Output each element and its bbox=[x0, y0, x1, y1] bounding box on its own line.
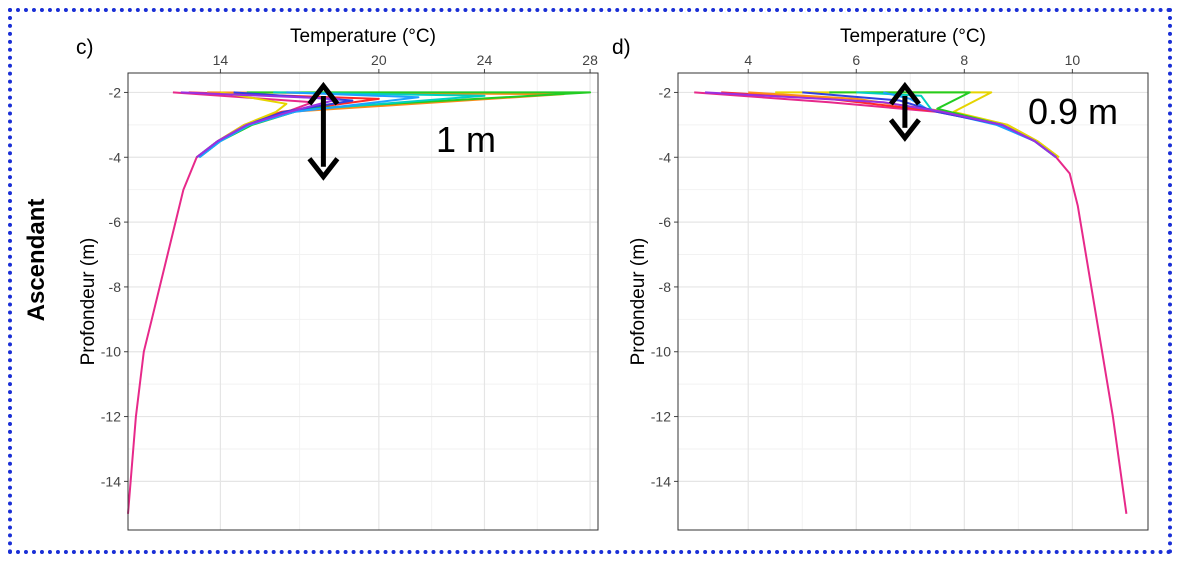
plot-background bbox=[128, 73, 598, 530]
annotation-arrow-head-bottom bbox=[888, 118, 921, 142]
chart-panel-d: 4 6 8 10 -2 -4 -6 -8 -10 -12 -14 Temperature (°C) Pr… bbox=[612, 26, 1149, 531]
plot-background bbox=[678, 73, 1148, 530]
y-tick-label: -4 bbox=[109, 149, 122, 165]
x-tick-label: 20 bbox=[371, 52, 387, 68]
y-tick-label: -8 bbox=[659, 279, 672, 295]
y-tick-label: -14 bbox=[101, 473, 121, 489]
annotation-label: 1 m bbox=[436, 119, 496, 160]
figure-frame bbox=[8, 8, 1172, 554]
y-axis-title: Profondeur (m) bbox=[78, 238, 99, 366]
y-tick-label: -10 bbox=[651, 344, 671, 360]
row-label-text: Ascendant bbox=[23, 199, 50, 322]
y-axis-title: Profondeur (m) bbox=[628, 238, 649, 366]
x-tick-label: 28 bbox=[582, 52, 598, 68]
y-tick-label: -2 bbox=[109, 84, 122, 100]
series-line-9 bbox=[704, 91, 1057, 159]
x-tick-label: 8 bbox=[960, 52, 968, 68]
y-tick-label: -10 bbox=[101, 344, 121, 360]
y-tick-label: -12 bbox=[101, 409, 121, 425]
y-tick-label: -6 bbox=[109, 214, 122, 230]
x-tick-label: 14 bbox=[213, 52, 229, 68]
annotation-label: 0.9 m bbox=[1028, 91, 1118, 132]
y-tick-label: -6 bbox=[659, 214, 672, 230]
row-label: Ascendant bbox=[23, 199, 50, 322]
x-tick-label: 4 bbox=[744, 52, 752, 68]
x-tick-label: 6 bbox=[852, 52, 860, 68]
annotation-arrow-head-top bbox=[888, 81, 921, 106]
plot-border bbox=[677, 72, 1149, 531]
chart-panel-c: 14 20 24 28 -2 -4 -6 -8 -10 -12 -14 Temperature (°C… bbox=[76, 26, 599, 531]
y-tick-label: -8 bbox=[109, 279, 122, 295]
x-axis-title: Temperature (°C) bbox=[290, 26, 436, 47]
y-tick-label: -14 bbox=[651, 473, 671, 489]
plot-border bbox=[127, 72, 599, 531]
x-tick-label: 10 bbox=[1065, 52, 1081, 68]
annotation-arrow bbox=[307, 81, 340, 181]
y-tick-label: -4 bbox=[659, 149, 672, 165]
series-line-7 bbox=[198, 91, 420, 159]
annotation-arrow bbox=[888, 81, 921, 142]
y-tick-label: -12 bbox=[651, 409, 671, 425]
annotation-arrow-head-top bbox=[307, 81, 340, 106]
x-tick-label: 24 bbox=[477, 52, 493, 68]
panel-label: d) bbox=[612, 36, 631, 59]
y-tick-label: -2 bbox=[659, 84, 672, 100]
panel-label: c) bbox=[76, 36, 94, 59]
x-axis-title: Temperature (°C) bbox=[840, 26, 986, 47]
annotation-arrow-head-bottom bbox=[307, 157, 340, 181]
